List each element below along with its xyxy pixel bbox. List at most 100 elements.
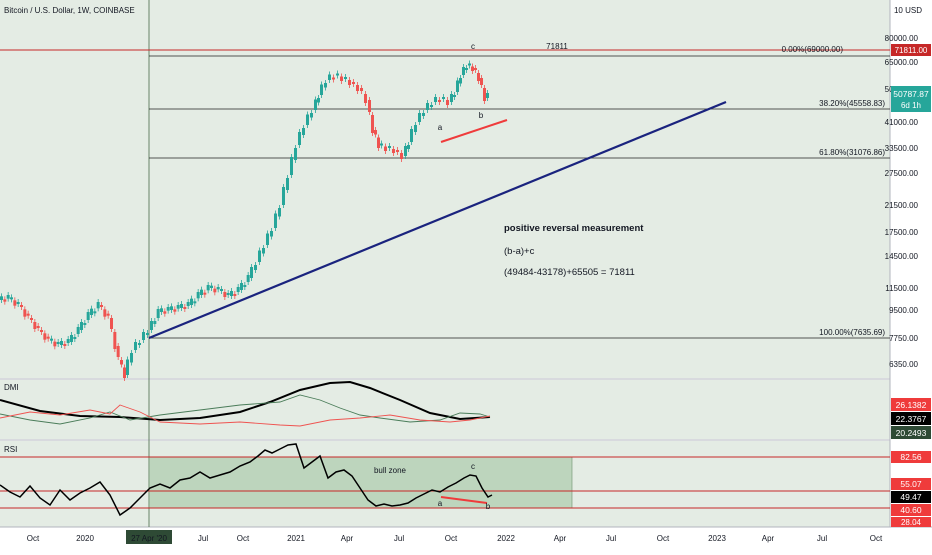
price-tick-label: 65000.00 [885,58,919,67]
candle-body [250,267,253,278]
dmi-plus-badge [891,426,931,439]
time-tick-label: Apr [554,534,567,543]
candle-body [426,103,429,110]
candle-body [456,80,459,92]
candle-body [246,275,250,282]
candle-body [474,68,477,70]
candle-body [176,305,180,309]
candle-body [374,130,377,135]
candle-body [142,332,145,340]
candle-body [103,309,107,317]
candle-body [344,77,347,79]
candle-body [186,302,190,306]
candle-body [200,289,203,295]
time-axis[interactable]: Oct 2020 27 Apr '20 Jul Oct 2021 Apr Jul Oct 2022… [27,530,883,544]
candle-body [352,82,355,84]
fib-100-label: 100.00%(7635.69) [819,328,885,337]
candle-body [368,100,371,112]
candle-body [430,105,433,107]
rsi-badge-55 [891,478,931,490]
target-value-label: 71811 [546,42,568,51]
dmi-title: DMI [4,383,19,392]
candle-body [286,178,289,190]
rsi-title: RSI [4,445,17,454]
bull-zone-label: bull zone [374,466,407,475]
candle-body [196,292,200,299]
candle-body [46,336,50,339]
rsi-value-49: 49.47 [900,492,922,502]
candle-body [266,233,269,245]
price-tick-label: 6350.00 [889,360,918,369]
rsi-badge-40 [891,504,931,516]
candle-body [340,76,343,81]
dmi-plus-value: 20.2493 [896,428,927,438]
trend-line[interactable] [148,100,727,340]
candle-body [477,73,480,81]
candle-body [153,321,157,324]
divergence-line-price[interactable] [440,119,508,143]
candle-body [120,360,123,365]
candle-body [270,231,273,237]
time-tick-label: 2021 [287,534,305,543]
candle-body [90,308,93,315]
candle-body [180,304,183,308]
candle-body [70,335,73,342]
candle-body [134,342,137,350]
candle-body [216,287,220,290]
candle-body [3,299,7,302]
candle-body [262,248,265,254]
wave-c-label: c [471,42,475,51]
candle-body [220,289,223,291]
candle-body [210,285,213,288]
dmi-adx-badge [891,412,931,425]
candle-body [371,115,374,133]
time-tick-label: Apr [341,534,354,543]
candle-body [468,63,471,66]
candle-body [328,74,331,80]
divergence-line-rsi[interactable] [440,496,488,504]
candle-body [380,143,383,146]
wave-a-label: a [438,123,443,132]
candle-body [183,307,187,309]
candle-body [113,332,117,349]
candle-body [254,265,257,270]
candle-body [96,302,100,309]
candle-body [438,100,441,102]
candle-body [332,77,335,80]
time-tick-label: Apr [762,534,775,543]
candle-body [236,287,240,292]
dmi-pane-bg [0,380,890,439]
high-badge [891,44,931,56]
candle-body [336,73,339,76]
time-tick-label: Jul [394,534,404,543]
candle-body [93,311,97,314]
candle-body [243,285,247,287]
candle-body [123,367,126,378]
candle-body [33,322,37,329]
candle-body [233,294,237,296]
time-tick-label: Oct [870,534,883,543]
candle-body [414,125,417,132]
candle-body [50,338,53,341]
candle-body [422,113,425,116]
price-tick-label: 9500.00 [889,306,918,315]
candle-body [36,326,40,328]
rsi-value-40: 40.60 [900,505,922,515]
candle-body [146,333,149,335]
candle-body [56,342,60,344]
candle-body [26,313,30,316]
time-tick-label: 2023 [708,534,726,543]
dmi-minus-line [0,404,491,427]
candle-body [392,149,395,153]
price-tick-label: 17500.00 [885,228,919,237]
candle-body [166,307,170,311]
time-tick-label: 2020 [76,534,94,543]
candle-body [302,128,305,135]
candle-body [480,78,483,85]
candle-body [13,300,17,306]
time-tick-label: Oct [237,534,250,543]
rsi-badge-49 [891,491,931,503]
candle-body [213,288,217,293]
